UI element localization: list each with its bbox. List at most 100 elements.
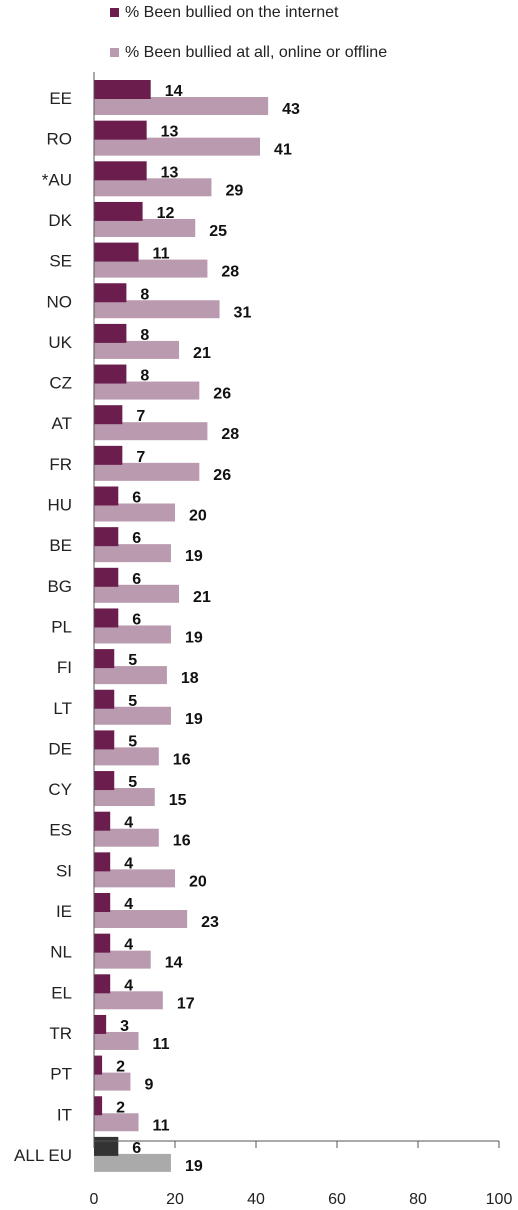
legend-swatch-internet	[110, 8, 119, 18]
category-label: PL	[51, 617, 72, 636]
value-label-at-all: 29	[225, 182, 243, 199]
value-label-at-all: 28	[221, 264, 239, 281]
category-label: EL	[51, 983, 72, 1002]
value-label-internet: 13	[161, 124, 179, 141]
bar-at-all	[94, 625, 171, 644]
bar-at-all	[94, 300, 220, 319]
bar-at-all	[94, 259, 208, 278]
value-label-at-all: 19	[185, 548, 203, 565]
bar-at-all	[94, 666, 167, 685]
bar-internet	[94, 730, 115, 750]
bar-at-all	[94, 462, 200, 481]
x-tick-label: 40	[247, 1191, 265, 1208]
value-label-at-all: 16	[173, 751, 191, 768]
value-label-internet: 14	[165, 83, 183, 100]
bar-internet	[94, 974, 111, 994]
value-label-at-all: 41	[274, 142, 292, 159]
bar-internet	[94, 486, 119, 506]
bar-at-all	[94, 910, 188, 928]
category-label: DE	[48, 739, 72, 758]
category-label: RO	[47, 130, 73, 149]
bar-internet	[94, 771, 115, 791]
bar-at-all	[94, 1113, 139, 1132]
bar-at-all	[94, 340, 180, 359]
value-label-internet: 8	[140, 368, 149, 385]
value-label-at-all: 15	[169, 792, 187, 809]
category-label: SI	[56, 861, 72, 880]
bar-internet	[94, 649, 115, 669]
value-label-internet: 2	[116, 1059, 125, 1076]
value-label-internet: 7	[136, 449, 145, 466]
value-label-internet: 3	[120, 1018, 129, 1035]
value-label-at-all: 26	[213, 386, 231, 403]
value-label-internet: 4	[124, 977, 133, 994]
category-label: DK	[48, 211, 72, 230]
legend-item-at-all: % Been bullied at all, online or offline	[110, 44, 387, 62]
bar-at-all	[94, 991, 163, 1010]
value-label-at-all: 18	[181, 670, 199, 687]
value-label-internet: 4	[124, 815, 133, 832]
category-label: TR	[49, 1024, 72, 1043]
value-label-at-all: 20	[189, 508, 207, 525]
legend-label-at-all: % Been bullied at all, online or offline	[125, 44, 388, 61]
value-label-internet: 7	[136, 408, 145, 425]
legend-label-internet: % Been bullied on the internet	[125, 4, 339, 21]
value-label-internet: 5	[128, 774, 137, 791]
category-label: LT	[53, 699, 72, 718]
category-label: IT	[57, 1105, 72, 1124]
bar-internet	[94, 1096, 103, 1116]
bar-at-all	[94, 584, 180, 603]
bar-internet	[94, 80, 151, 99]
value-label-internet: 6	[132, 611, 141, 628]
bar-at-all	[94, 950, 151, 969]
category-label: HU	[47, 496, 72, 515]
value-label-internet: 6	[132, 1140, 141, 1157]
value-label-at-all: 11	[153, 1117, 170, 1134]
bar-internet	[94, 1055, 103, 1075]
value-label-internet: 6	[132, 571, 141, 588]
bar-at-all	[94, 1072, 131, 1091]
value-label-internet: 8	[140, 327, 149, 344]
bar-internet	[94, 811, 111, 831]
category-label: UK	[48, 333, 72, 352]
x-tick-label: 60	[328, 1191, 346, 1208]
x-tick-label: 80	[409, 1191, 427, 1208]
bar-at-all	[94, 503, 175, 522]
value-label-internet: 11	[153, 246, 170, 263]
bar-at-all	[94, 828, 159, 847]
bar-internet	[94, 608, 119, 628]
value-label-internet: 6	[132, 530, 141, 547]
bar-internet	[94, 1014, 107, 1034]
bar-at-all	[94, 178, 212, 197]
value-label-at-all: 21	[193, 345, 211, 362]
legend-swatch-at-all	[110, 48, 119, 58]
bar-at-all	[94, 544, 171, 563]
value-label-at-all: 28	[221, 426, 239, 443]
bar-internet	[94, 120, 147, 140]
value-label-at-all: 25	[209, 223, 227, 240]
value-label-at-all: 26	[213, 467, 231, 484]
value-label-at-all: 21	[193, 589, 211, 606]
bar-at-all	[94, 747, 159, 766]
category-label: CY	[48, 780, 72, 799]
legend-item-internet: % Been bullied on the internet	[110, 4, 338, 22]
category-label: AT	[52, 414, 72, 433]
bar-internet	[94, 201, 143, 221]
category-label: BE	[49, 536, 72, 555]
value-label-at-all: 20	[189, 873, 207, 890]
bar-internet	[94, 161, 147, 181]
value-label-internet: 5	[128, 652, 137, 669]
value-label-internet: 12	[157, 205, 175, 222]
value-label-at-all: 17	[177, 995, 195, 1012]
bar-internet	[94, 445, 123, 465]
value-label-internet: 6	[132, 490, 141, 507]
value-label-at-all: 43	[282, 101, 300, 118]
category-label: *AU	[42, 170, 72, 189]
bar-internet	[94, 852, 111, 872]
x-tick-label: 20	[166, 1191, 184, 1208]
value-label-internet: 2	[116, 1099, 125, 1116]
value-label-internet: 4	[124, 937, 133, 954]
bar-internet	[94, 1136, 119, 1156]
bar-internet	[94, 527, 119, 547]
